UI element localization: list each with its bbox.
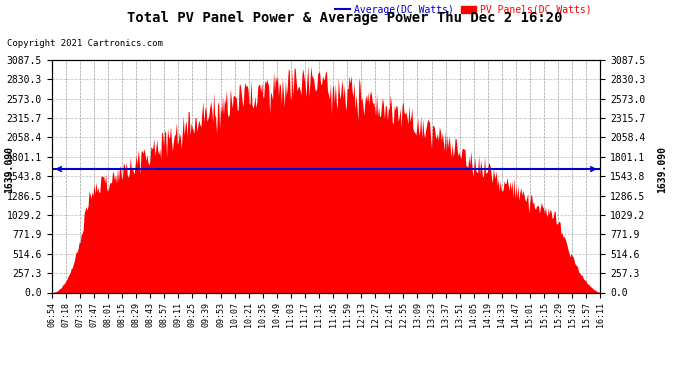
Text: 1639.090: 1639.090 <box>658 146 667 193</box>
Legend: Average(DC Watts), PV Panels(DC Watts): Average(DC Watts), PV Panels(DC Watts) <box>331 1 595 19</box>
Text: Total PV Panel Power & Average Power Thu Dec 2 16:20: Total PV Panel Power & Average Power Thu… <box>127 11 563 25</box>
Text: 1639.090: 1639.090 <box>4 146 14 193</box>
Text: Copyright 2021 Cartronics.com: Copyright 2021 Cartronics.com <box>7 39 163 48</box>
